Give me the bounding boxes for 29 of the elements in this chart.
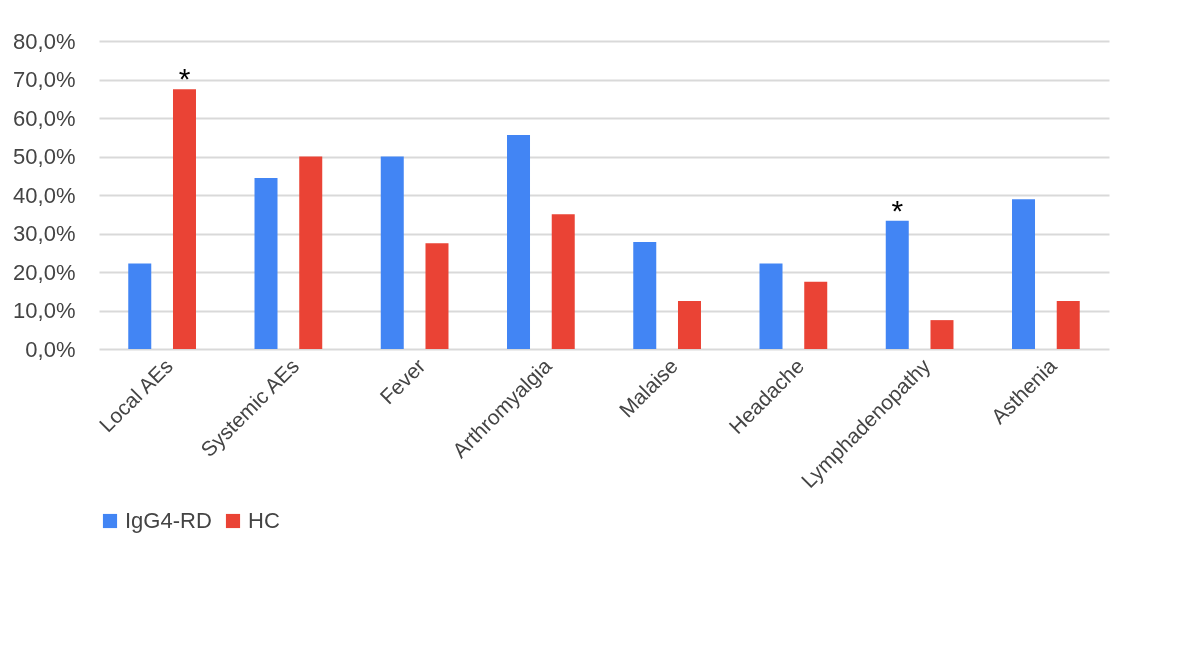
bar xyxy=(1012,199,1036,349)
y-tick-label: 0,0% xyxy=(25,336,76,362)
legend-label: IgG4-RD xyxy=(125,508,212,533)
bar xyxy=(759,263,783,349)
annotation: * xyxy=(178,62,191,96)
bar xyxy=(172,89,196,349)
y-tick-label: 80,0% xyxy=(13,28,76,54)
y-tick-label: 20,0% xyxy=(13,259,76,285)
y-tick-label: 10,0% xyxy=(13,298,76,323)
bar xyxy=(425,243,449,349)
bar xyxy=(254,178,278,349)
y-tick-label: 40,0% xyxy=(13,182,76,208)
bar xyxy=(507,134,531,349)
y-tick-label: 70,0% xyxy=(13,67,76,92)
bar xyxy=(633,241,657,349)
bar xyxy=(299,156,323,349)
y-tick-label: 60,0% xyxy=(13,105,76,131)
bar xyxy=(885,220,909,349)
bar xyxy=(1056,300,1080,349)
bar xyxy=(380,156,404,349)
bar xyxy=(677,300,701,349)
bar xyxy=(804,281,828,349)
y-tick-label: 50,0% xyxy=(13,144,76,169)
annotation: * xyxy=(891,193,904,227)
bar xyxy=(930,320,954,349)
bar xyxy=(128,263,152,349)
y-tick-label: 30,0% xyxy=(13,221,76,246)
legend-label: HC xyxy=(248,508,280,533)
bar xyxy=(551,214,575,349)
